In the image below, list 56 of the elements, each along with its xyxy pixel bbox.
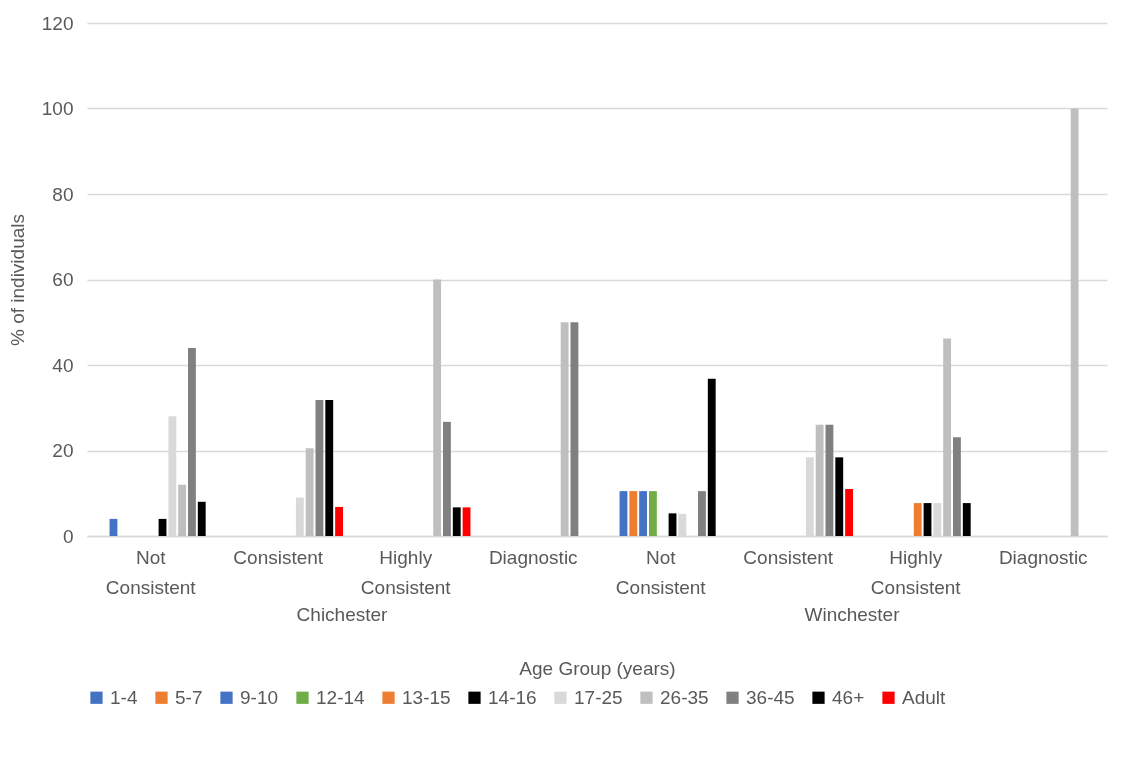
bar xyxy=(923,503,932,536)
x-axis-title: Age Group (years) xyxy=(519,657,676,679)
x-tick-label: Highly Consistent xyxy=(360,546,452,598)
bar xyxy=(835,457,844,536)
bar xyxy=(462,507,471,536)
bar xyxy=(433,279,442,536)
bar xyxy=(845,488,853,536)
legend-label: 26-35 xyxy=(660,686,709,708)
y-tick-label: 120 xyxy=(41,12,74,34)
y-tick-label: 20 xyxy=(52,440,74,461)
text: Winchester xyxy=(804,604,901,625)
legend-label: 17-25 xyxy=(574,686,623,708)
bar xyxy=(178,484,187,536)
y-tick-label: 0 xyxy=(62,525,74,547)
y-tick-label: 60 xyxy=(52,269,74,290)
bar xyxy=(197,501,206,536)
bar xyxy=(443,421,451,536)
bar xyxy=(305,448,314,536)
bar xyxy=(648,491,657,536)
x-tick-label: Not Consistent xyxy=(615,546,707,598)
bar xyxy=(188,347,196,536)
bar xyxy=(560,322,569,536)
bar xyxy=(707,378,716,536)
x-tick-label: Consistent xyxy=(743,546,834,568)
x-tick-label: Diagnostic xyxy=(488,546,578,568)
legend-label: 14-16 xyxy=(488,686,537,708)
legend-label: 46+ xyxy=(832,686,865,708)
bar xyxy=(452,507,461,536)
bar xyxy=(325,400,334,536)
bar xyxy=(1070,108,1079,536)
y-tick-label: 40 xyxy=(52,354,74,376)
bar xyxy=(335,506,343,536)
x-tick-label: Highly Consistent xyxy=(870,546,962,598)
bar xyxy=(815,424,824,536)
bar xyxy=(913,503,922,536)
legend-label: 13-15 xyxy=(402,686,451,708)
bar xyxy=(629,491,638,536)
legend-label: 12-14 xyxy=(316,686,366,708)
x-tick-label: Not Consistent xyxy=(105,546,197,598)
legend-label: Adult xyxy=(902,686,947,708)
y-tick-label: 80 xyxy=(52,183,74,205)
x-tick-label: Consistent xyxy=(233,546,324,568)
x-tick-label: Diagnostic xyxy=(998,546,1088,568)
bar xyxy=(668,513,677,536)
bar xyxy=(962,503,971,536)
bar xyxy=(639,491,648,536)
bar xyxy=(698,491,706,536)
legend-label: 5-7 xyxy=(175,686,203,708)
bar xyxy=(943,338,952,536)
legend-label: 1-4 xyxy=(110,686,138,708)
y-axis-title: % of individuals xyxy=(6,213,28,347)
text: Chichester xyxy=(296,604,389,625)
legend-label: 36-45 xyxy=(746,686,795,708)
legend-label: 9-10 xyxy=(240,686,279,708)
bar xyxy=(953,437,961,536)
y-tick-label: 100 xyxy=(41,98,74,119)
